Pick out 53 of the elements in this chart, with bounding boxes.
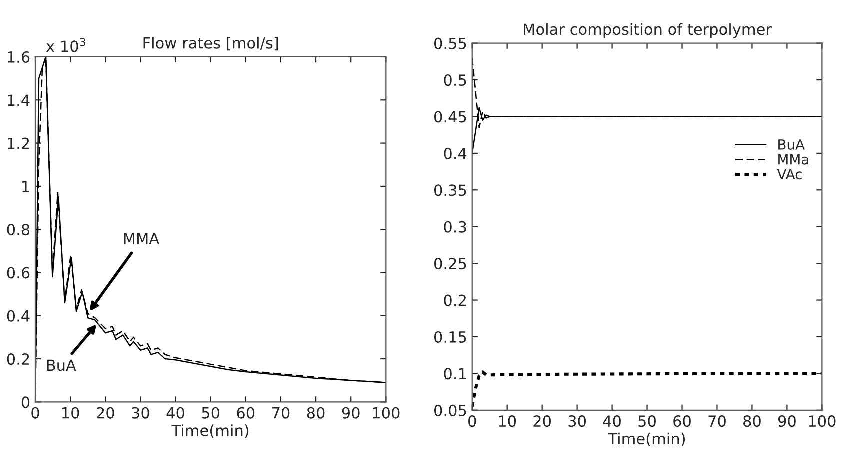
x-tick-label: 10 <box>499 416 516 428</box>
y-tick-label: 0.1 <box>444 368 466 380</box>
y-tick-label: 0.8 <box>7 224 30 236</box>
legend-label: BuA <box>778 140 805 150</box>
y-tick-label: 0.3 <box>444 221 466 233</box>
x-tick-label: 80 <box>744 416 761 428</box>
x-tick-label: 60 <box>237 407 255 419</box>
chart-title: Flow rates [mol/s] <box>144 37 278 51</box>
y-tick-label: 1 <box>22 181 30 192</box>
y-tick-label: 0.5 <box>444 74 466 86</box>
legend-label: MMa <box>778 154 808 165</box>
x-tick-label: 90 <box>342 407 360 419</box>
y-tick-label: 0 <box>22 396 30 408</box>
x-tick-label: 40 <box>166 407 184 419</box>
text: x 10$^{3}$ <box>46 38 86 52</box>
x-tick-label: 100 <box>809 416 836 428</box>
y-tick-label: 0.2 <box>7 354 30 366</box>
line-series <box>472 370 822 408</box>
y-tick-label: 0.4 <box>444 148 467 160</box>
x-tick-label: 10 <box>62 407 80 419</box>
annotation: MMA <box>124 233 160 244</box>
x-tick-label: 90 <box>778 416 796 428</box>
x-tick-label: 20 <box>97 407 114 419</box>
y-tick-label: 0.2 <box>444 294 466 306</box>
x-tick-label: 60 <box>674 416 691 428</box>
y-tick-label: 1.4 <box>8 94 30 106</box>
y-tick-label: 0.15 <box>434 331 466 344</box>
y-tick-label: 0.55 <box>434 38 466 50</box>
y-tick-label: 0.05 <box>434 404 466 416</box>
x-tick-label: 30 <box>132 407 150 419</box>
y-tick-label: 0.45 <box>434 111 466 123</box>
x-tick-label: 80 <box>307 407 325 419</box>
x-tick-label: 30 <box>568 416 586 428</box>
y-tick-label: 0.4 <box>7 310 30 322</box>
y-tick-label: 0.35 <box>434 184 466 196</box>
chart-title: Molar composition of terpolymer <box>524 23 772 38</box>
legend-label: VAc <box>777 169 802 180</box>
y-tick-label: 0.25 <box>434 258 466 270</box>
x-tick-label: 50 <box>638 416 656 428</box>
y-tick-label: 0.6 <box>7 267 30 279</box>
x-tick-label: 70 <box>272 407 290 419</box>
x-tick-label: 40 <box>603 416 621 428</box>
x-tick-label: 100 <box>373 407 400 419</box>
x-tick-label: 70 <box>708 416 726 428</box>
x-tick-label: 50 <box>202 407 220 419</box>
x-tick-label: 0 <box>32 407 40 419</box>
x-tick-label: 0 <box>468 416 476 428</box>
annotation: BuA <box>47 360 76 372</box>
y-tick-label: 1.2 <box>8 138 30 150</box>
y-tick-label: 1.6 <box>8 51 30 64</box>
x-tick-label: 20 <box>534 416 552 428</box>
x-axis-title: Time(min) <box>172 424 249 438</box>
x-axis-title: Time(min) <box>608 432 686 446</box>
